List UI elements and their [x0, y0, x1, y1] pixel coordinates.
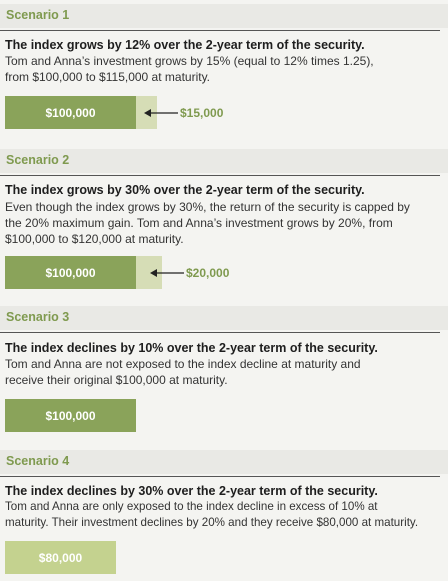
scenario-2-body: Even though the index grows by 30%, the … [5, 199, 441, 247]
arrow-icon [150, 269, 184, 277]
body-line: receive their original $100,000 at matur… [5, 373, 228, 387]
arrow-icon [144, 109, 178, 117]
scenario-3-base-bar: $100,000 [5, 399, 136, 432]
scenario-1-base-bar: $100,000 [5, 96, 136, 129]
body-line: Tom and Anna’s investment grows by 15% (… [5, 54, 374, 68]
scenario-1-gain-label: $15,000 [180, 106, 224, 120]
scenario-1-title: Scenario 1 [6, 8, 70, 22]
scenario-2-header: Scenario 2 [0, 149, 448, 173]
divider [0, 332, 440, 333]
body-line: Tom and Anna are not exposed to the inde… [5, 357, 361, 371]
body-line: from $100,000 to $115,000 at maturity. [5, 70, 211, 84]
divider [0, 175, 440, 176]
scenario-3-title: Scenario 3 [6, 310, 70, 324]
scenario-4-heading: The index declines by 30% over the 2-yea… [5, 484, 378, 498]
scenario-1-header: Scenario 1 [0, 4, 448, 28]
body-line: $100,000 to $120,000 at maturity. [5, 232, 184, 246]
scenario-2-title: Scenario 2 [6, 153, 70, 167]
scenario-3-heading: The index declines by 10% over the 2-yea… [5, 341, 378, 355]
scenario-3-header: Scenario 3 [0, 306, 448, 330]
divider [0, 476, 440, 477]
body-line: the 20% maximum gain. Tom and Anna’s inv… [5, 216, 393, 230]
body-line: maturity. Their investment declines by 2… [5, 516, 419, 529]
scenario-4-header: Scenario 4 [0, 450, 448, 474]
scenario-1-body: Tom and Anna’s investment grows by 15% (… [5, 53, 441, 85]
scenario-2-base-bar: $100,000 [5, 256, 136, 289]
scenario-4-title: Scenario 4 [6, 454, 70, 468]
scenario-2-heading: The index grows by 30% over the 2-year t… [5, 183, 365, 197]
body-line: Tom and Anna are only exposed to the ind… [5, 500, 378, 513]
scenario-4-body: Tom and Anna are only exposed to the ind… [5, 499, 441, 531]
scenario-2-gain-label: $20,000 [186, 266, 230, 280]
body-line: Even though the index grows by 30%, the … [5, 200, 410, 214]
scenario-1-heading: The index grows by 12% over the 2-year t… [5, 38, 365, 52]
divider [0, 30, 440, 31]
scenario-3-body: Tom and Anna are not exposed to the inde… [5, 356, 441, 388]
scenario-4-reduced-bar: $80,000 [5, 541, 116, 574]
